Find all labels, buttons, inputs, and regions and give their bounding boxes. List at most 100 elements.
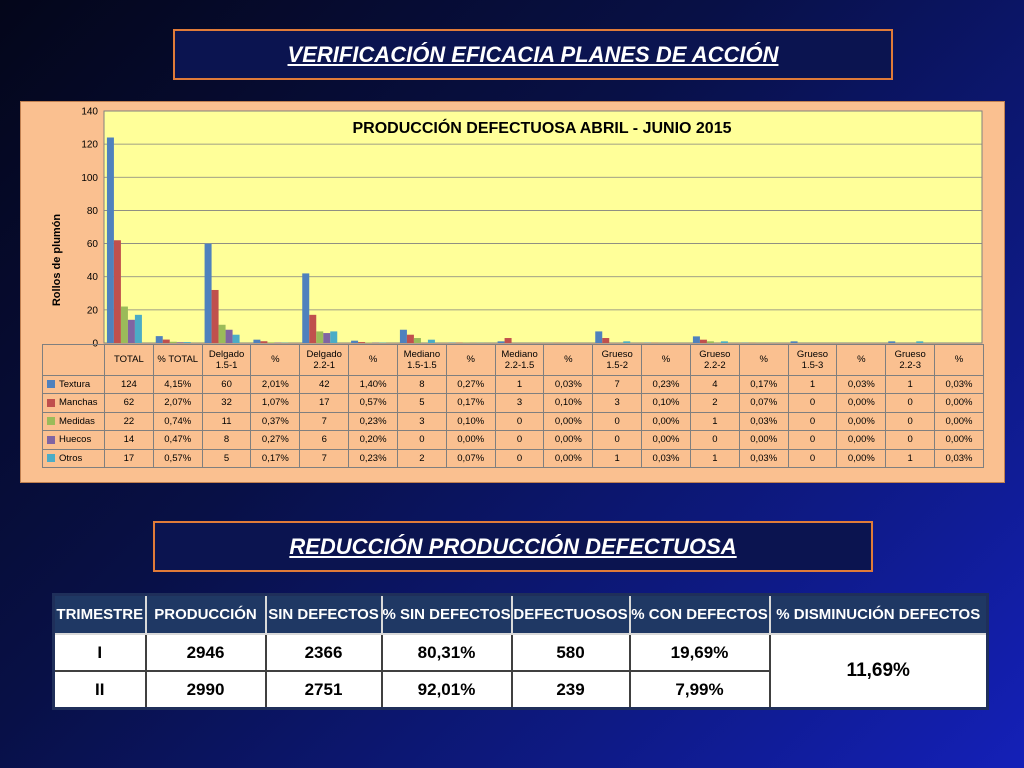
bar-manchas <box>699 339 707 343</box>
bar-huecos <box>176 342 184 343</box>
header-pct-sin-defectos: % SIN DEFECTOS <box>380 593 513 635</box>
category-label: Grueso 2.2-2 <box>689 344 740 376</box>
data-label: 0 <box>787 430 838 450</box>
bar-textura <box>253 339 261 343</box>
y-axis-ticks: 0 20 40 60 80 100 120 140 <box>81 107 98 348</box>
data-label: 0,00% <box>738 430 789 450</box>
bar-textura <box>888 341 896 343</box>
bar-medidas <box>120 306 128 343</box>
table-row: I 2946 2366 80,31% 580 19,69% 11,69% <box>52 633 989 710</box>
data-label: 0,27% <box>445 374 496 395</box>
data-label: 0 <box>787 411 838 432</box>
summary-header-row: TRIMESTRE PRODUCCIÓN SIN DEFECTOS % SIN … <box>52 593 989 635</box>
data-label: 11 <box>201 411 252 432</box>
category-label: % <box>445 344 496 376</box>
category-label: % <box>836 344 887 376</box>
y-tick-label: 0 <box>92 339 98 348</box>
bar-huecos <box>323 333 331 343</box>
bar-textura <box>106 137 114 343</box>
legend-swatch <box>47 435 55 444</box>
category-label: Delgado 2.2-1 <box>299 344 350 376</box>
data-label: 0,23% <box>348 448 398 468</box>
data-label: 0,00% <box>934 411 984 432</box>
data-label: 0,00% <box>836 448 887 468</box>
data-label: 0,03% <box>934 374 984 395</box>
chart-data-table: TOTAL% TOTAL Delgado 1.5-1% Delgado 2.2-1% Me… <box>42 344 984 468</box>
data-label: 7 <box>592 374 643 395</box>
cell-produccion: 2946 <box>144 633 267 672</box>
bar-manchas <box>211 289 219 343</box>
y-tick-label: 60 <box>87 239 99 250</box>
data-label: 0,20% <box>348 430 398 450</box>
data-label: 1 <box>885 448 936 468</box>
cell-trimestre: II <box>52 670 147 710</box>
cell-pct-con-defectos: 19,69% <box>628 633 771 672</box>
data-label: 0,07% <box>738 393 789 413</box>
category-label: % <box>543 344 594 376</box>
category-label: % <box>348 344 398 376</box>
data-label: 1 <box>689 448 740 468</box>
cell-sin-defectos: 2366 <box>264 633 383 672</box>
data-label: 1 <box>592 448 643 468</box>
data-label: 3 <box>396 411 447 432</box>
slide-title-text: VERIFICACIÓN EFICACIA PLANES DE ACCIÓN <box>287 41 779 67</box>
category-label: % <box>738 344 789 376</box>
category-label: Grueso 1.5-2 <box>592 344 643 376</box>
data-label: 0 <box>494 430 545 450</box>
data-label: 0 <box>494 411 545 432</box>
bar-otros <box>183 342 191 343</box>
legend-label: Otros <box>59 452 83 464</box>
data-label: 0 <box>494 448 545 468</box>
bar-textura <box>204 243 212 343</box>
data-label: 0,27% <box>250 430 301 450</box>
legend-entry: Otros <box>42 448 105 468</box>
cell-pct-disminucion: 11,69% <box>768 633 989 710</box>
data-label: 1 <box>689 411 740 432</box>
data-label: 32 <box>201 393 252 413</box>
cell-pct-sin-defectos: 92,01% <box>380 670 513 710</box>
bar-medidas <box>218 324 226 343</box>
data-label: 5 <box>396 393 447 413</box>
category-label: % <box>934 344 984 376</box>
data-label: 6 <box>299 430 350 450</box>
section-title-text: REDUCCIÓN PRODUCCIÓN DEFECTUOSA <box>289 533 737 559</box>
data-label: 17 <box>104 448 154 468</box>
data-label: 0,03% <box>543 374 594 395</box>
data-label: 2,07% <box>152 393 203 413</box>
data-label: 0,00% <box>836 393 887 413</box>
data-label: 0 <box>787 393 838 413</box>
bar-otros <box>134 314 142 343</box>
data-label: 124 <box>104 374 154 395</box>
category-label: TOTAL <box>104 344 154 376</box>
data-label: 8 <box>201 430 252 450</box>
bar-huecos <box>127 319 135 343</box>
bar-medidas <box>316 331 324 343</box>
bar-otros <box>427 339 435 343</box>
data-label: 17 <box>299 393 350 413</box>
data-label: 0,00% <box>543 448 594 468</box>
bar-textura <box>692 336 700 343</box>
header-produccion: PRODUCCIÓN <box>144 593 267 635</box>
bar-medidas <box>267 342 275 343</box>
data-label: 8 <box>396 374 447 395</box>
data-label: 2 <box>396 448 447 468</box>
bar-otros <box>623 341 631 343</box>
category-label: % <box>250 344 301 376</box>
data-label: 1,07% <box>250 393 301 413</box>
category-label: Grueso 2.2-3 <box>885 344 936 376</box>
bar-manchas <box>602 338 610 343</box>
header-pct-disminucion: % DISMINUCIÓN DEFECTOS <box>768 593 989 635</box>
bar-textura <box>351 340 359 343</box>
cell-sin-defectos: 2751 <box>264 670 383 710</box>
grid-lines <box>104 110 982 344</box>
slide-title: VERIFICACIÓN EFICACIA PLANES DE ACCIÓN <box>173 29 893 80</box>
data-label: 0,00% <box>543 430 594 450</box>
bar-medidas <box>413 338 421 343</box>
legend-swatch <box>47 454 55 463</box>
chart-panel: 0 20 40 60 80 100 120 140 PRODUCCIÓN DEFECTUOSA… <box>20 101 1005 483</box>
legend-swatch <box>47 398 55 407</box>
bar-textura <box>155 336 163 343</box>
data-label: 22 <box>104 411 154 432</box>
data-label: 0 <box>885 411 936 432</box>
chart-title: PRODUCCIÓN DEFECTUOSA ABRIL - JUNIO 2015 <box>352 118 731 137</box>
